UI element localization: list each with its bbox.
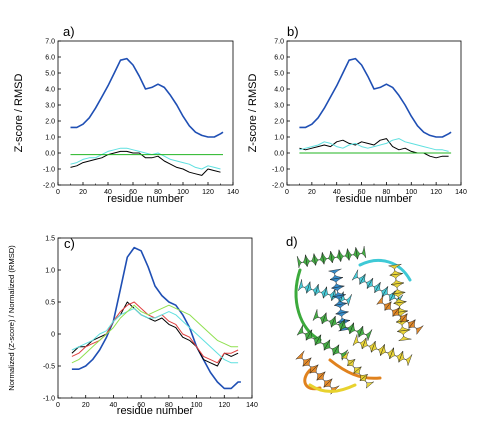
y-axis-label: Z-score / RMSD [247, 74, 259, 153]
x-tick-label: 20 [82, 402, 90, 409]
y-tick-label: -1.0 [43, 167, 55, 174]
x-tick-label: 120 [202, 189, 214, 196]
y-tick-label: 6.0 [274, 55, 284, 62]
x-tick-label: 20 [308, 189, 316, 196]
chart-2: 0 20 40 60 80 100 120 140 -2.0 -1.0 0.0 1.0 2.0 3.0 4.… [247, 24, 467, 205]
panel-label: a) [63, 24, 75, 39]
x-tick-label: 0 [56, 402, 60, 409]
x-axis-label: residue number [336, 193, 413, 205]
y-tick-label: 0 [51, 332, 55, 339]
x-tick-label: 80 [165, 402, 173, 409]
y-tick-label: 4.0 [45, 87, 55, 94]
y-tick-label: 1.0 [45, 268, 55, 275]
series-line-2 [70, 150, 221, 176]
x-tick-label: 120 [218, 402, 230, 409]
coil-1 [294, 268, 322, 342]
coil-3 [328, 358, 382, 380]
protein-structure: d) [286, 234, 424, 395]
chart-3: 0 20 40 60 80 100 120 140 -1.0 -0.5 0 0.5 1.0 1.5 resi… [7, 236, 258, 418]
coil-2 [358, 258, 412, 282]
y-tick-label: -2.0 [272, 183, 284, 190]
x-tick-label: 140 [227, 189, 239, 196]
series-line-3 [299, 138, 449, 152]
y-tick-label: 6.0 [45, 55, 55, 62]
plot-frame [57, 40, 234, 186]
y-tick-label: 0.0 [274, 151, 284, 158]
series-line-2 [71, 301, 239, 367]
y-tick-label: 5.0 [45, 71, 55, 78]
y-tick-label: 2.0 [45, 119, 55, 126]
x-tick-label: 40 [110, 402, 118, 409]
x-tick-label: 140 [246, 402, 258, 409]
x-tick-label: 0 [285, 189, 289, 196]
y-tick-label: 1.0 [45, 135, 55, 142]
series-line-1 [71, 246, 241, 390]
panel-label-d: d) [286, 234, 298, 249]
series-line-3 [70, 147, 221, 170]
helix-top [296, 246, 367, 268]
y-axis-label: Z-score / RMSD [13, 74, 25, 153]
helix-upper-right [351, 269, 404, 306]
y-tick-label: -0.5 [43, 364, 55, 371]
series-line-1 [70, 57, 224, 138]
y-tick-label: -2.0 [43, 183, 55, 190]
helix-center-vertical [328, 268, 352, 332]
y-tick-label: 7.0 [274, 39, 284, 46]
y-tick-label: -1.0 [43, 396, 55, 403]
helix-lower-left [296, 324, 349, 361]
series-line-2 [299, 138, 449, 159]
x-tick-label: 100 [177, 189, 189, 196]
x-tick-label: 140 [455, 189, 467, 196]
x-tick-label: 40 [333, 189, 341, 196]
helix-lower-right [352, 334, 413, 366]
y-tick-label: -1.0 [272, 167, 284, 174]
y-tick-label: 1.0 [274, 135, 284, 142]
y-axis-label: Normalized (Z-score) / Normalized (RMSD) [7, 245, 16, 391]
x-axis-label: residue number [107, 193, 184, 205]
x-axis-label: residue number [117, 405, 194, 417]
x-tick-label: 120 [430, 189, 442, 196]
x-tick-label: 20 [79, 189, 87, 196]
x-tick-label: 100 [405, 189, 417, 196]
x-tick-label: 40 [104, 189, 112, 196]
x-tick-label: 80 [154, 189, 162, 196]
y-tick-label: 0.5 [45, 300, 55, 307]
y-tick-label: 2.0 [274, 119, 284, 126]
helix-middle [312, 309, 373, 341]
panel-label: b) [287, 24, 299, 39]
y-tick-label: 1.5 [45, 236, 55, 243]
x-tick-label: 60 [129, 189, 137, 196]
coil-5 [308, 383, 357, 393]
panel-label: c) [64, 236, 75, 251]
x-tick-label: 80 [383, 189, 391, 196]
helix-left [298, 279, 352, 306]
y-tick-label: 7.0 [45, 39, 55, 46]
x-tick-label: 100 [191, 402, 203, 409]
helix-bottom-left [295, 350, 340, 395]
helix-bottom-center [340, 351, 374, 389]
helix-right-orange [376, 295, 424, 336]
series-line-4 [71, 307, 239, 364]
x-tick-label: 60 [137, 402, 145, 409]
y-tick-label: 0.0 [45, 151, 55, 158]
plot-frame [286, 40, 462, 186]
y-tick-label: 3.0 [45, 103, 55, 110]
series-line-1 [299, 57, 452, 138]
y-tick-label: 4.0 [274, 87, 284, 94]
series-line-5 [71, 304, 239, 364]
chart-1: 0 20 40 60 80 100 120 140 -2.0 -1.0 0.0 1.0 2.0 3.0 4.… [13, 24, 239, 205]
x-tick-label: 0 [56, 189, 60, 196]
x-tick-label: 60 [358, 189, 366, 196]
y-tick-label: 5.0 [274, 71, 284, 78]
y-tick-label: 3.0 [274, 103, 284, 110]
